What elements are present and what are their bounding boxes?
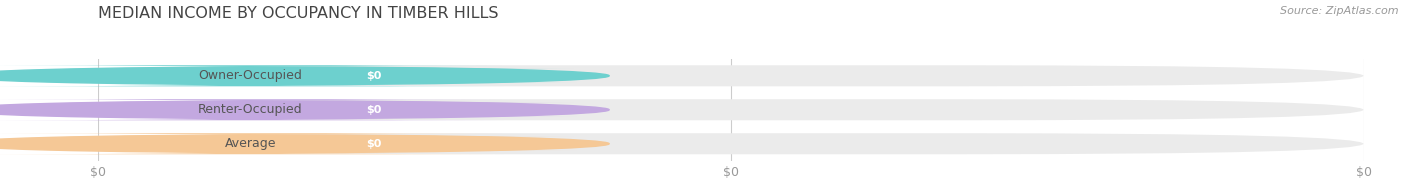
Text: Source: ZipAtlas.com: Source: ZipAtlas.com (1281, 6, 1399, 16)
Text: Owner-Occupied: Owner-Occupied (198, 69, 302, 82)
Circle shape (0, 67, 609, 85)
FancyBboxPatch shape (22, 67, 422, 84)
Text: $0: $0 (366, 139, 381, 149)
Circle shape (0, 101, 609, 119)
Text: $0: $0 (366, 105, 381, 115)
Text: Average: Average (225, 137, 276, 150)
FancyBboxPatch shape (172, 137, 576, 151)
FancyBboxPatch shape (22, 135, 422, 152)
FancyBboxPatch shape (0, 65, 503, 86)
FancyBboxPatch shape (172, 69, 576, 83)
FancyBboxPatch shape (98, 133, 1364, 154)
FancyBboxPatch shape (22, 101, 422, 118)
FancyBboxPatch shape (98, 99, 1364, 120)
Text: Renter-Occupied: Renter-Occupied (198, 103, 302, 116)
FancyBboxPatch shape (0, 133, 503, 154)
FancyBboxPatch shape (172, 103, 576, 117)
FancyBboxPatch shape (98, 65, 1364, 86)
Text: MEDIAN INCOME BY OCCUPANCY IN TIMBER HILLS: MEDIAN INCOME BY OCCUPANCY IN TIMBER HIL… (98, 6, 499, 21)
Circle shape (0, 135, 609, 152)
Text: $0: $0 (366, 71, 381, 81)
FancyBboxPatch shape (0, 99, 503, 120)
